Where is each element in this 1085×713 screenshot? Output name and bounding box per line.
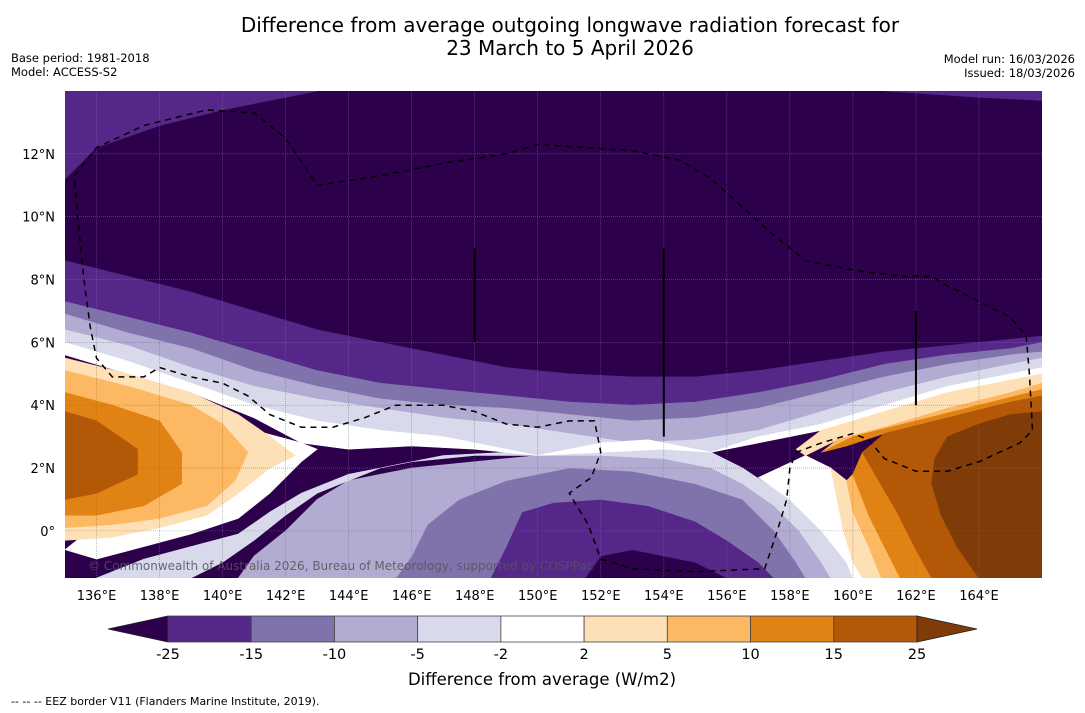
title-line-1: Difference from average outgoing longwav…	[240, 13, 900, 37]
x-tick-label: 152°E	[581, 589, 621, 604]
contour-band-1-1	[65, 91, 318, 180]
colorbar-segment	[666, 615, 751, 643]
graticule	[65, 91, 1042, 578]
colorbar-segment	[583, 615, 668, 643]
colorbar-tick-label: 2	[579, 647, 588, 663]
contour-band-5-0	[65, 342, 1042, 456]
y-tick-label: 4°N	[31, 399, 56, 414]
x-tick-label: 160°E	[833, 589, 873, 604]
colorbar-segment	[750, 615, 835, 643]
x-tick-label: 142°E	[266, 589, 306, 604]
colorbar-tick-label: 5	[663, 647, 672, 663]
colorbar-extend-low	[107, 615, 169, 643]
y-tick-label: 10°N	[22, 211, 55, 226]
y-tick-label: 8°N	[31, 274, 56, 289]
colorbar-tick-label: -5	[410, 647, 424, 663]
colorbar-segment	[334, 615, 419, 643]
colorbar-segment	[417, 615, 502, 643]
title-line-2: 23 March to 5 April 2026	[446, 36, 694, 60]
eez-border	[73, 109, 1034, 573]
y-tick-label: 2°N	[31, 462, 56, 477]
x-tick-label: 148°E	[455, 589, 495, 604]
colorbar: -25 -15 -10 -5 -2 2 5 10 15 25	[107, 615, 978, 663]
x-tick-label: 146°E	[392, 589, 432, 604]
model-name: Model: ACCESS-S2	[11, 65, 118, 79]
colorbar-segment	[500, 615, 585, 643]
y-tick-label: 12°N	[22, 148, 55, 163]
contour-band-9-0	[65, 411, 138, 500]
base-period: Base period: 1981-2018	[11, 51, 150, 65]
colorbar-segment	[833, 615, 918, 643]
colorbar-tick-label: -10	[323, 647, 347, 663]
contour-band-4-1	[96, 445, 854, 578]
x-tick-label: 144°E	[329, 589, 369, 604]
contour-band-1-2	[884, 91, 1042, 101]
contour-bands	[65, 91, 1042, 578]
colorbar-tick-label: 25	[908, 647, 926, 663]
y-tick-label: 0°	[40, 525, 55, 540]
eez-footnote: -- -- -- EEZ border V11 (Flanders Marine…	[11, 695, 320, 708]
chart-title: Difference from average outgoing longwav…	[0, 14, 1085, 60]
x-tick-label: 156°E	[707, 589, 747, 604]
x-tick-label: 136°E	[77, 589, 117, 604]
x-tick-label: 158°E	[770, 589, 810, 604]
colorbar-tick-label: -15	[239, 647, 263, 663]
colorbar-tick-label: -25	[156, 647, 180, 663]
x-tick-label: 164°E	[959, 589, 999, 604]
meta-left: Base period: 1981-2018 Model: ACCESS-S2	[11, 51, 150, 79]
colorbar-tick-label: -2	[494, 647, 508, 663]
colorbar-segment	[167, 615, 252, 643]
y-axis-ticks: 0° 2°N 4°N 6°N 8°N 10°N 12°N	[22, 148, 55, 540]
x-tick-label: 140°E	[203, 589, 243, 604]
x-tick-label: 150°E	[518, 589, 558, 604]
colorbar-tick-label: 15	[825, 647, 843, 663]
colorbar-label: Difference from average (W/m2)	[408, 670, 676, 689]
colorbar-segment	[250, 615, 335, 643]
model-run: Model run: 16/03/2026	[943, 52, 1075, 66]
x-tick-label: 154°E	[644, 589, 684, 604]
issued-date: Issued: 18/03/2026	[964, 66, 1075, 80]
x-axis-ticks: 136°E 138°E 140°E 142°E 144°E 146°E 148°E 150°E…	[77, 589, 999, 604]
colorbar-tick-label: 10	[741, 647, 759, 663]
colorbar-extend-high	[916, 615, 978, 643]
x-tick-label: 162°E	[896, 589, 936, 604]
x-tick-label: 138°E	[140, 589, 180, 604]
eez-border-line	[73, 109, 1034, 573]
contour-band-10-0	[931, 411, 1042, 578]
copyright-credit: © Commonwealth of Australia 2026, Bureau…	[88, 559, 593, 573]
y-tick-label: 6°N	[31, 336, 56, 351]
meta-right: Model run: 16/03/2026 Issued: 18/03/2026	[944, 52, 1075, 80]
